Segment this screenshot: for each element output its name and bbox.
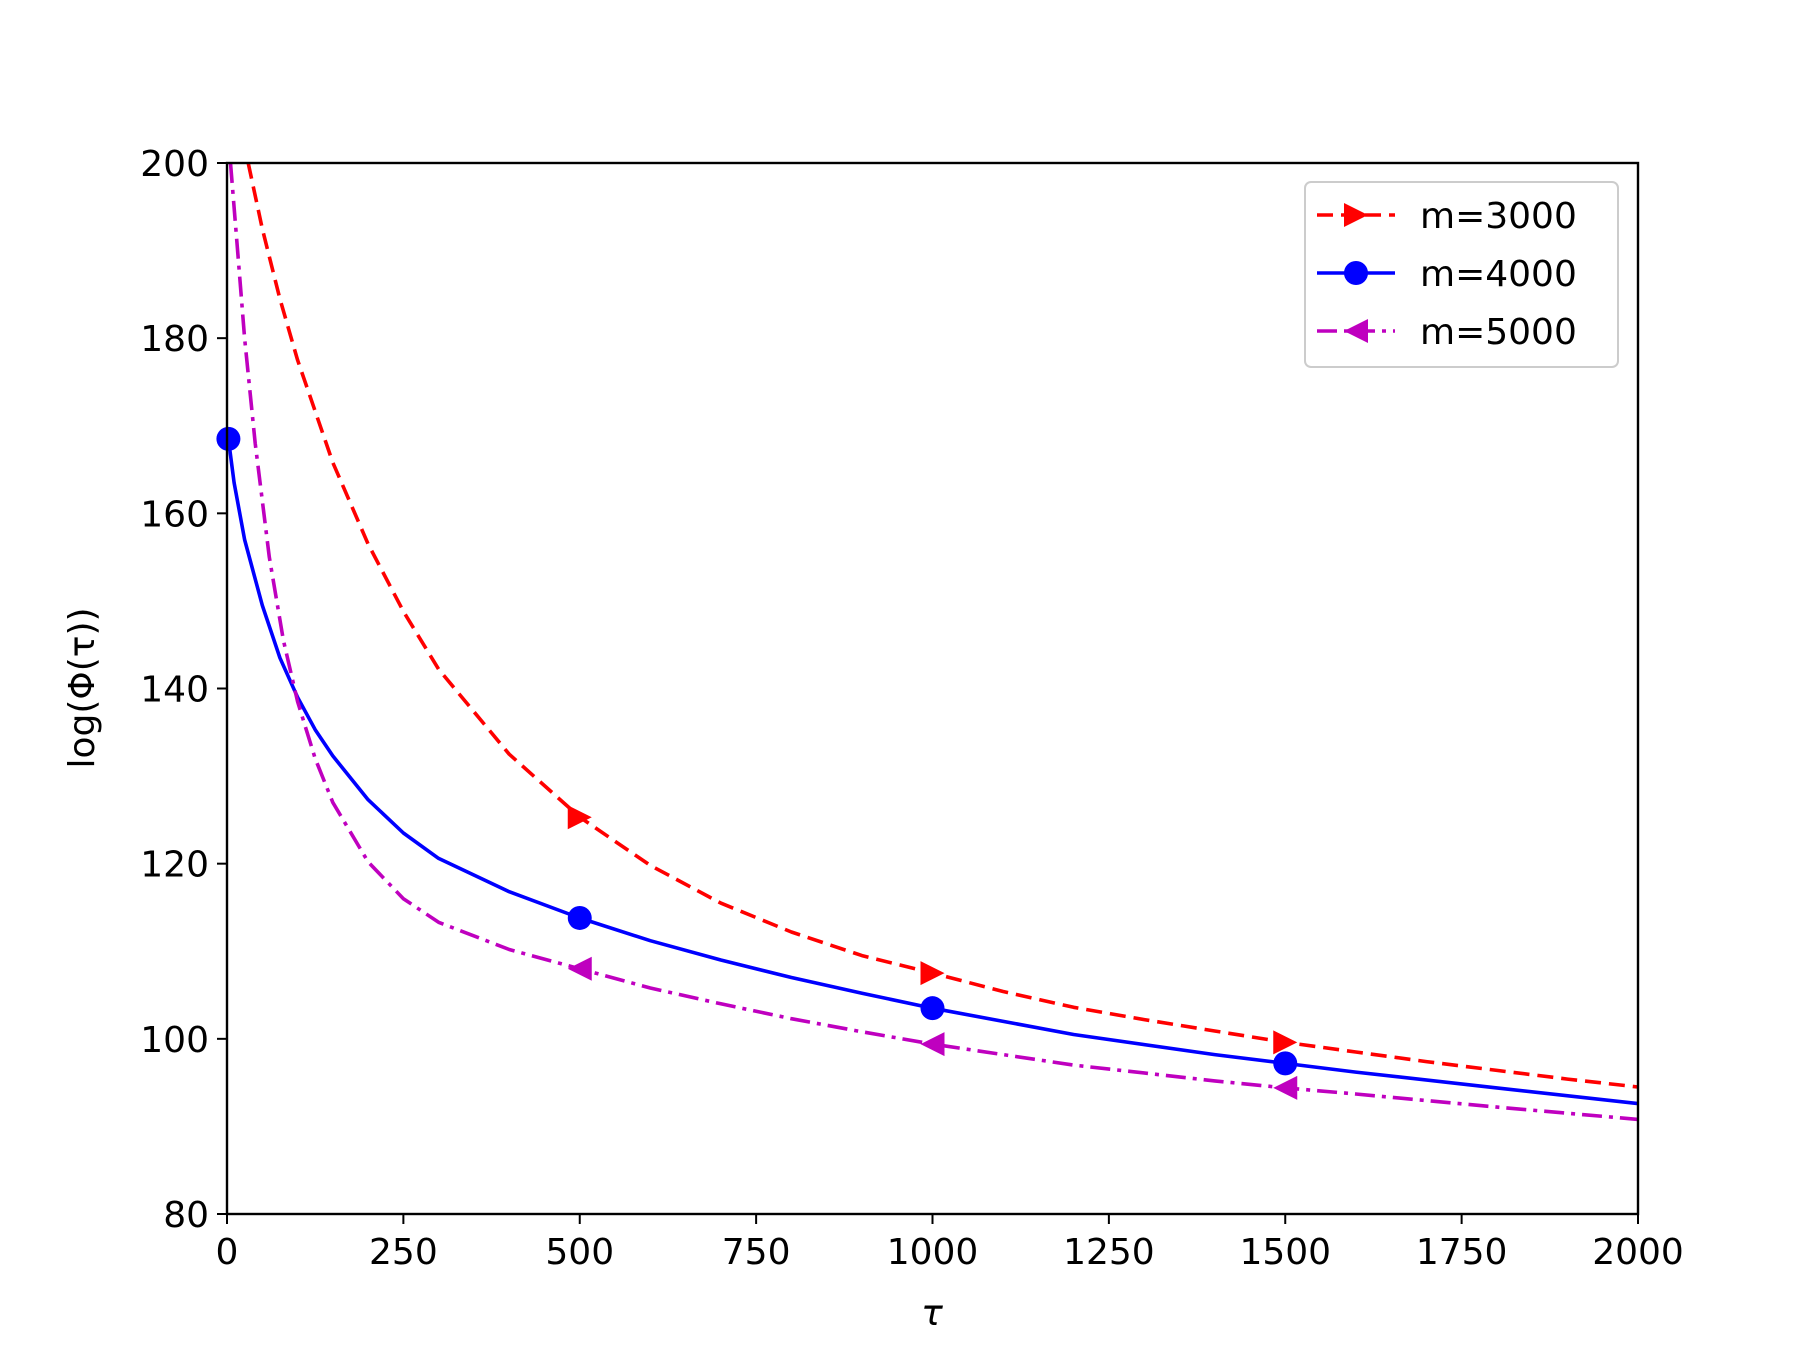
series-layer: [227, 163, 1638, 1122]
legend-swatch-marker: [1344, 203, 1368, 227]
series-1-marker: [567, 805, 592, 830]
x-tick-label: 0: [216, 1232, 239, 1273]
y-tick-label: 120: [140, 845, 209, 886]
y-tick-label: 160: [140, 494, 209, 535]
x-tick-label: 2000: [1592, 1232, 1684, 1273]
legend-label: m=5000: [1420, 312, 1577, 353]
series-3-marker: [1273, 1075, 1298, 1100]
series-2-marker: [920, 996, 945, 1021]
legend-box: [1304, 181, 1619, 368]
x-axis-label: τ: [921, 1293, 943, 1334]
legend: m=3000 m=4000 m=5000: [1304, 181, 1619, 368]
series-line-2: [227, 438, 1638, 1106]
y-tick-label: 140: [140, 670, 209, 711]
series-1-marker: [920, 961, 945, 986]
legend-swatch-marker: [1344, 319, 1368, 343]
series-2-marker: [1273, 1051, 1298, 1076]
series-3-marker: [920, 1032, 945, 1057]
series-line-3: [228, 163, 1638, 1122]
y-tick-label: 180: [140, 319, 209, 360]
marker-layer: [216, 426, 1298, 1100]
y-axis-label: log(Φ(τ)): [62, 607, 103, 768]
x-tick-label: 750: [722, 1232, 791, 1273]
x-axis: 0 250 500 750 1000 1250 1500 1750 2000: [216, 1214, 1684, 1273]
series-line-1: [246, 163, 1638, 1089]
series-2-marker: [567, 905, 592, 930]
x-tick-label: 1000: [887, 1232, 979, 1273]
series-1-marker: [1273, 1030, 1298, 1055]
y-tick-label: 200: [140, 144, 209, 185]
series-3-marker: [567, 956, 592, 981]
x-tick-label: 1250: [1063, 1232, 1155, 1273]
legend-swatch-marker: [1344, 261, 1368, 285]
x-tick-label: 250: [369, 1232, 438, 1273]
legend-label: m=4000: [1420, 254, 1577, 295]
x-tick-label: 1750: [1416, 1232, 1508, 1273]
y-tick-label: 80: [163, 1195, 209, 1236]
x-tick-label: 500: [545, 1232, 614, 1273]
x-tick-label: 1500: [1239, 1232, 1331, 1273]
y-axis: 80 100 120 140 160 180 200: [140, 144, 227, 1236]
series-2-marker: [216, 426, 241, 451]
y-tick-label: 100: [140, 1020, 209, 1061]
legend-label: m=3000: [1420, 196, 1577, 237]
